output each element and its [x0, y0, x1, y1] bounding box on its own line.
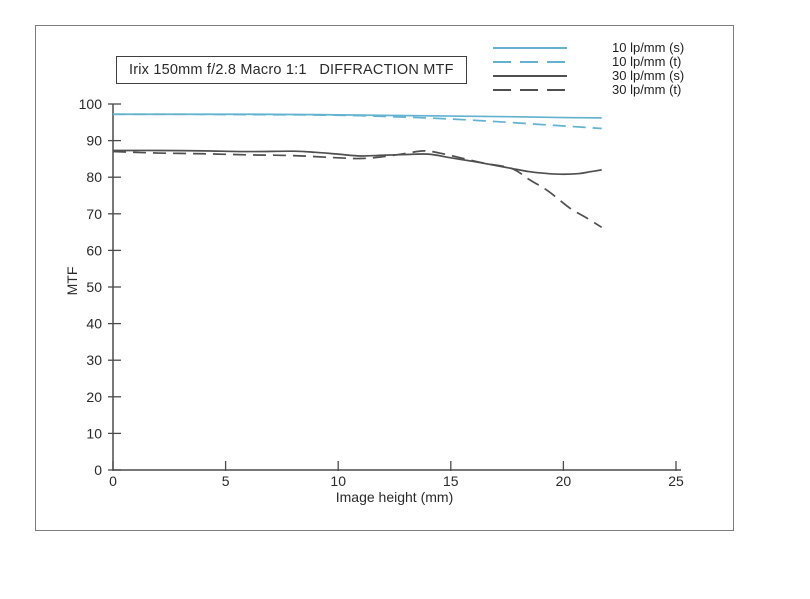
chart-title: Irix 150mm f/2.8 Macro 1:1 DIFFRACTION M… — [129, 62, 454, 78]
solid-line-swatch-icon — [493, 47, 567, 49]
legend-label: 10 lp/mm (s) — [612, 40, 685, 55]
legend-label: 30 lp/mm (s) — [612, 68, 685, 83]
chart-title-box: Irix 150mm f/2.8 Macro 1:1 DIFFRACTION M… — [116, 56, 467, 84]
solid-line-swatch-icon — [493, 75, 567, 77]
y-axis-title: MTF — [64, 266, 80, 296]
legend-item: 10 lp/mm (s) — [493, 41, 684, 55]
dashed-line-swatch-icon — [493, 89, 567, 91]
x-axis-title: Image height (mm) — [335, 489, 454, 505]
legend-item: 30 lp/mm (s) — [493, 69, 684, 83]
legend: 10 lp/mm (s) 10 lp/mm (t) 30 lp/mm (s) 30 l… — [493, 41, 684, 97]
dashed-line-swatch-icon — [493, 61, 567, 63]
legend-label: 10 lp/mm (t) — [612, 54, 682, 69]
legend-item: 30 lp/mm (t) — [493, 83, 684, 97]
legend-label: 30 lp/mm (t) — [612, 82, 682, 97]
chart-frame — [35, 25, 734, 531]
legend-item: 10 lp/mm (t) — [493, 55, 684, 69]
